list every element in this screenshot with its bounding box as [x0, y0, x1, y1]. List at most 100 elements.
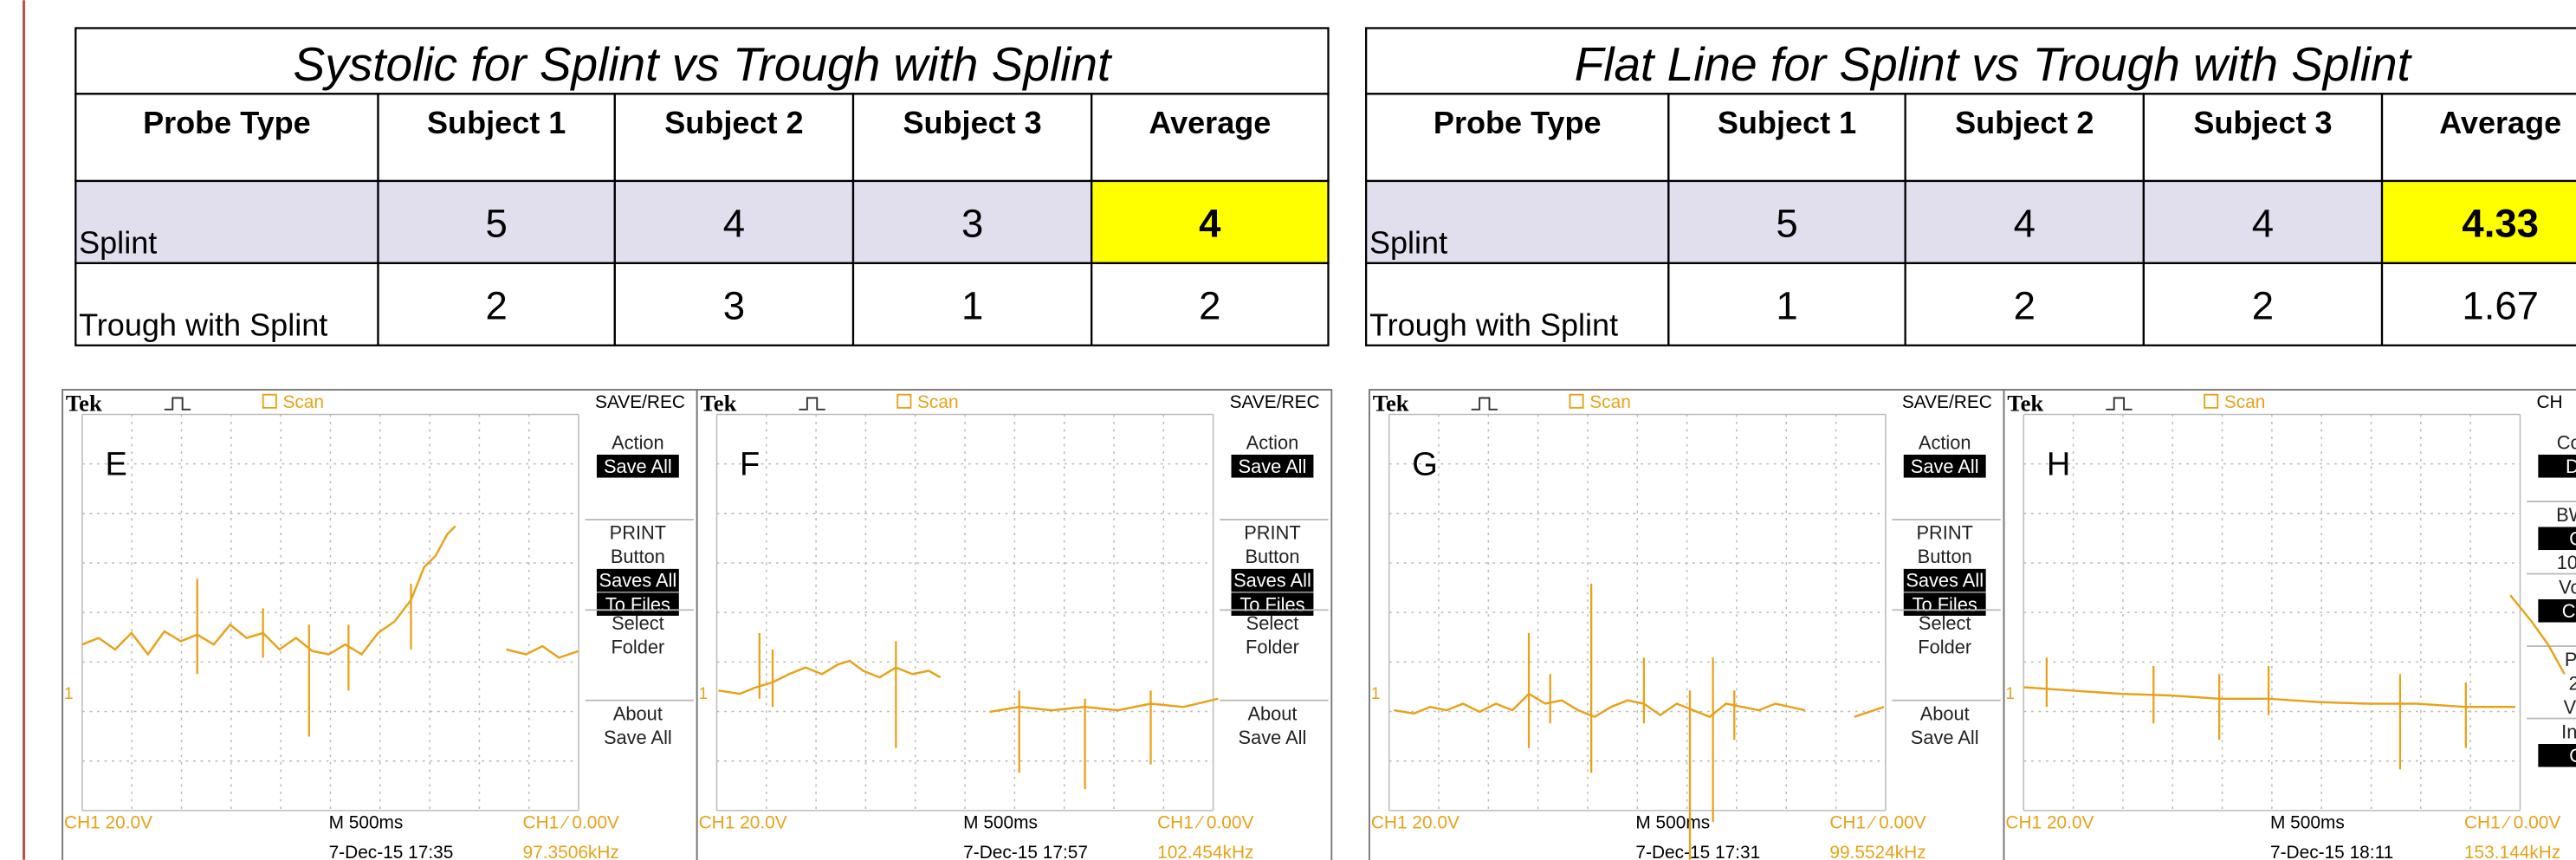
- timestamp: 7-Dec-15 17:57: [963, 843, 1088, 860]
- column-header: Subject 2: [664, 105, 803, 140]
- channel-marker: 1: [1371, 685, 1381, 703]
- cell-value: 1: [1776, 283, 1797, 327]
- menu-item: About: [1920, 702, 1970, 724]
- cell-value: 2: [2014, 283, 2036, 327]
- column-header: Subject 1: [427, 105, 566, 140]
- cell-value: 3: [723, 283, 745, 327]
- channel-marker: 1: [699, 685, 709, 703]
- scan-label: Scan: [2224, 392, 2266, 412]
- menu-item: About: [613, 702, 663, 724]
- brand: Tek: [701, 391, 737, 417]
- menu-item: Button: [611, 546, 665, 567]
- menu-item: Button: [1918, 546, 1972, 567]
- menu-item: Select: [1246, 612, 1299, 634]
- menu-item: Save All: [1911, 727, 1979, 748]
- menu-item: Saves All: [599, 570, 677, 592]
- channel-scale: CH1 20.0V: [1371, 813, 1460, 833]
- frequency: 99.5524kHz: [1829, 843, 1926, 860]
- trigger: CH1 ⁄ 0.00V: [2464, 813, 2560, 833]
- frequency: 97.3506kHz: [523, 843, 619, 860]
- timestamp: 7-Dec-15 17:31: [1635, 843, 1760, 860]
- column-header: Subject 3: [2193, 105, 2332, 140]
- menu-item: Select: [612, 612, 664, 634]
- timestamp: 7-Dec-15 17:35: [329, 843, 454, 860]
- trigger: CH1 ⁄ 0.00V: [1829, 813, 1926, 833]
- menu-item: Coup: [2557, 431, 2576, 453]
- menu-item: 100N: [2557, 552, 2576, 573]
- menu-item: BW L: [2556, 504, 2576, 526]
- cell-value: 4: [2252, 201, 2274, 245]
- cell-value: 4: [723, 201, 745, 245]
- column-header: Average: [1149, 105, 1271, 140]
- menu-item: Folder: [1918, 637, 1971, 658]
- menu-item: Save All: [1239, 727, 1307, 748]
- channel-scale: CH1 20.0V: [699, 813, 787, 833]
- column-header: Probe Type: [143, 105, 311, 140]
- menu-item: Volt: [2564, 696, 2576, 718]
- menu-item: Coa: [2562, 600, 2576, 622]
- brand: Tek: [66, 391, 102, 417]
- scope-letter: G: [1412, 447, 1438, 483]
- menu-header: SAVE/REC: [1230, 392, 1320, 412]
- cell-value: 4.33: [2462, 201, 2539, 245]
- scope-letter: H: [2047, 447, 2070, 483]
- cell-value: 3: [961, 201, 983, 245]
- scan-label: Scan: [917, 392, 959, 412]
- cell-value: 4: [1199, 201, 1221, 245]
- menu-item: Folder: [611, 637, 664, 658]
- menu-item: 20: [2569, 672, 2576, 694]
- trigger: CH1 ⁄ 0.00V: [523, 813, 619, 833]
- frequency: 102.454kHz: [1157, 843, 1253, 860]
- scan-label: Scan: [282, 392, 324, 412]
- menu-item: Save All: [1911, 456, 1979, 477]
- menu-header: SAVE/REC: [595, 392, 685, 412]
- menu-item: Select: [1919, 612, 1971, 634]
- time-scale: M 500ms: [963, 813, 1038, 833]
- cell-value: 5: [1776, 201, 1797, 245]
- timestamp: 7-Dec-15 18:11: [2270, 843, 2393, 860]
- table-title: Systolic for Splint vs Trough with Splin…: [294, 37, 1113, 91]
- row-label: Trough with Splint: [1369, 307, 1618, 342]
- frequency: 153.144kHz: [2464, 843, 2560, 860]
- menu-item: Save All: [604, 456, 672, 477]
- time-scale: M 500ms: [2270, 813, 2345, 833]
- menu-item: Save All: [1239, 456, 1307, 477]
- time-scale: M 500ms: [1635, 813, 1710, 833]
- cell-value: 2: [2252, 283, 2274, 327]
- menu-item: Of: [2569, 527, 2576, 549]
- column-header: Average: [2439, 105, 2561, 140]
- cell-value: 1: [961, 283, 983, 327]
- scope-letter: F: [740, 447, 760, 483]
- menu-item: DC: [2566, 456, 2576, 477]
- menu-item: Action: [1246, 431, 1299, 453]
- cell-value: 4: [2014, 201, 2036, 245]
- table-title: Flat Line for Splint vs Trough with Spli…: [1575, 37, 2413, 91]
- column-header: Probe Type: [1434, 105, 1602, 140]
- menu-item: Button: [1245, 546, 1299, 567]
- menu-item: Saves All: [1906, 570, 1984, 592]
- menu-item: PRINT: [1244, 522, 1300, 544]
- menu-item: PRINT: [1916, 522, 1972, 544]
- menu-item: Save All: [604, 727, 672, 748]
- scope-frame: [2004, 390, 2576, 860]
- channel-scale: CH1 20.0V: [64, 813, 152, 833]
- menu-item: About: [1247, 702, 1297, 724]
- tables: Systolic for Splint vs Trough with Splin…: [75, 28, 2576, 345]
- menu-header: SAVE/REC: [1902, 392, 1992, 412]
- channel-scale: CH1 20.0V: [2005, 813, 2094, 833]
- cell-value: 5: [485, 201, 507, 245]
- menu-item: Action: [1919, 431, 1971, 453]
- scan-label: Scan: [1589, 392, 1631, 412]
- menu-item: Pro: [2565, 649, 2576, 670]
- menu-item: Action: [612, 431, 664, 453]
- row-label: Trough with Splint: [79, 307, 327, 342]
- column-header: Subject 2: [1955, 105, 2094, 140]
- column-header: Subject 3: [903, 105, 1041, 140]
- menu-header: CH: [2536, 392, 2562, 412]
- cell-value: 2: [485, 283, 507, 327]
- brand: Tek: [1373, 391, 1409, 417]
- menu-item: Saves All: [1233, 570, 1311, 592]
- trigger: CH1 ⁄ 0.00V: [1157, 813, 1253, 833]
- scope-letter: E: [105, 447, 126, 483]
